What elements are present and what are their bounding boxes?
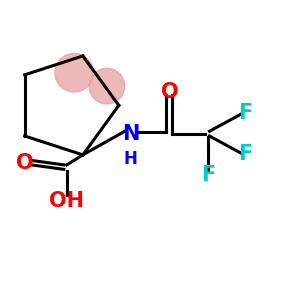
- Text: O: O: [16, 153, 34, 173]
- Text: F: F: [238, 145, 252, 164]
- Circle shape: [55, 53, 94, 92]
- Text: H: H: [124, 150, 138, 168]
- Circle shape: [89, 68, 125, 104]
- Text: F: F: [201, 165, 215, 185]
- Text: N: N: [122, 124, 140, 144]
- Text: OH: OH: [49, 190, 84, 211]
- Text: O: O: [160, 82, 178, 102]
- Text: F: F: [238, 103, 252, 123]
